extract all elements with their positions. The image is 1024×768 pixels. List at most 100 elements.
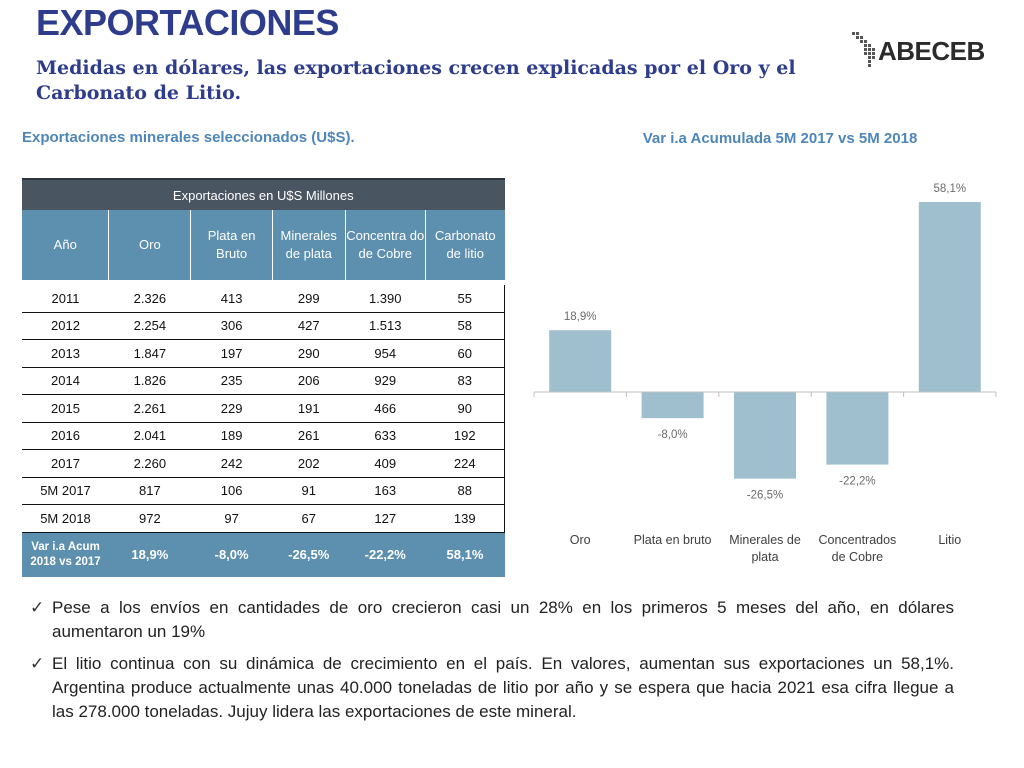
year-cell: 2013 xyxy=(22,339,109,368)
value-cell: 299 xyxy=(272,285,346,313)
variation-value: -8,0% xyxy=(190,532,273,577)
bullet-text: El litio continua con su dinámica de cre… xyxy=(52,654,954,721)
bar xyxy=(826,392,889,465)
value-cell: 58 xyxy=(425,312,506,340)
value-cell: 817 xyxy=(108,477,191,505)
value-cell: 1.390 xyxy=(345,285,426,313)
column-header-year: Año xyxy=(22,210,109,280)
column-header-copper: Concentra do de Cobre xyxy=(344,210,426,280)
column-header-lithium: Carbonato de litio xyxy=(424,210,505,280)
value-cell: 427 xyxy=(272,312,346,340)
value-cell: 306 xyxy=(190,312,273,340)
value-cell: 189 xyxy=(190,422,273,450)
data-label: 58,1% xyxy=(933,183,966,195)
value-cell: 91 xyxy=(272,477,346,505)
data-label: -8,0% xyxy=(658,429,688,441)
page-subtitle: Medidas en dólares, las exportaciones cr… xyxy=(36,57,796,104)
column-header-gold: Oro xyxy=(108,210,191,280)
latin-america-map-icon xyxy=(852,32,875,67)
category-label: Plata en bruto xyxy=(634,533,712,547)
value-cell: 409 xyxy=(345,449,426,478)
table-row: 5M 2018 972 97 67 127 139 xyxy=(22,504,506,533)
value-cell: 197 xyxy=(190,339,273,368)
value-cell: 242 xyxy=(190,449,273,478)
year-cell: 2012 xyxy=(22,312,109,340)
abeceb-logo: ABECEB xyxy=(850,30,990,72)
value-cell: 67 xyxy=(272,504,346,533)
value-cell: 2.326 xyxy=(108,285,191,313)
table-row: 2012 2.254 306 427 1.513 58 xyxy=(22,312,506,340)
variation-value: -22,2% xyxy=(345,532,426,577)
column-header-silver-minerals: Minerales de plata xyxy=(271,210,346,280)
category-label: Litio xyxy=(938,533,961,547)
value-cell: 633 xyxy=(345,422,426,450)
value-cell: 163 xyxy=(345,477,426,505)
value-cell: 127 xyxy=(345,504,426,533)
value-cell: 224 xyxy=(425,449,506,478)
variation-bar-chart: 18,9% -8,0% -26,5% -22,2% 58,1% Oro Plata en b… xyxy=(533,183,997,564)
table-section-title: Exportaciones minerales seleccionados (U… xyxy=(22,129,355,146)
table-row: 2013 1.847 197 290 954 60 xyxy=(22,339,506,368)
table-row: 5M 2017 817 106 91 163 88 xyxy=(22,477,506,505)
column-header-silver: Plata en Bruto xyxy=(190,210,273,280)
table-row: 2015 2.261 229 191 466 90 xyxy=(22,394,506,423)
chart-title: Var i.a Acumulada 5M 2017 vs 5M 2018 xyxy=(642,130,918,147)
value-cell: 466 xyxy=(345,394,426,423)
year-cell: 2016 xyxy=(22,422,109,450)
value-cell: 1.826 xyxy=(108,367,191,395)
value-cell: 97 xyxy=(190,504,273,533)
bar xyxy=(641,392,704,419)
value-cell: 261 xyxy=(272,422,346,450)
value-cell: 2.041 xyxy=(108,422,191,450)
table-row: 2016 2.041 189 261 633 192 xyxy=(22,422,506,450)
value-cell: 1.847 xyxy=(108,339,191,368)
value-cell: 55 xyxy=(425,285,506,313)
variation-value: 58,1% xyxy=(425,532,505,577)
value-cell: 206 xyxy=(272,367,346,395)
year-cell: 2011 xyxy=(22,285,109,313)
category-label: Minerales de plata xyxy=(729,533,801,564)
variation-label: Var i.a Acum 2018 vs 2017 xyxy=(22,532,109,577)
bullet-list: ✓ Pese a los envíos en cantidades de oro… xyxy=(30,596,954,732)
value-cell: 90 xyxy=(425,394,506,423)
value-cell: 929 xyxy=(345,367,426,395)
value-cell: 413 xyxy=(190,285,273,313)
bar xyxy=(734,392,796,479)
value-cell: 954 xyxy=(345,339,426,368)
year-cell: 2015 xyxy=(22,394,109,423)
year-cell: 5M 2018 xyxy=(22,504,109,533)
value-cell: 139 xyxy=(425,504,506,533)
value-cell: 235 xyxy=(190,367,273,395)
table-row: 2011 2.326 413 299 1.390 55 xyxy=(22,285,506,313)
category-label: Oro xyxy=(570,533,591,547)
table-row: 2017 2.260 242 202 409 224 xyxy=(22,449,506,478)
year-cell: 2014 xyxy=(22,367,109,395)
bullet-item: ✓ El litio continua con su dinámica de c… xyxy=(30,652,954,724)
value-cell: 192 xyxy=(425,422,506,450)
year-cell: 2017 xyxy=(22,449,109,478)
value-cell: 202 xyxy=(272,449,346,478)
bar xyxy=(549,330,612,392)
table-body: 2011 2.326 413 299 1.390 55 2012 2.254 306 427 1.5… xyxy=(22,280,506,533)
value-cell: 106 xyxy=(190,477,273,505)
logo-text: ABECEB xyxy=(878,36,985,66)
value-cell: 2.254 xyxy=(108,312,191,340)
variation-value: -26,5% xyxy=(272,532,346,577)
value-cell: 2.261 xyxy=(108,394,191,423)
category-label: Concentrados de Cobre xyxy=(818,533,896,564)
variation-row: Var i.a Acum 2018 vs 2017 18,9% -8,0% -2… xyxy=(22,532,505,577)
page-title: EXPORTACIONES xyxy=(36,2,339,43)
value-cell: 972 xyxy=(108,504,191,533)
value-cell: 83 xyxy=(425,367,506,395)
table-row: 2014 1.826 235 206 929 83 xyxy=(22,367,506,395)
table-caption: Exportaciones en U$S Millones xyxy=(22,178,505,210)
value-cell: 229 xyxy=(190,394,273,423)
variation-value: 18,9% xyxy=(108,532,191,577)
bar xyxy=(918,202,981,392)
value-cell: 290 xyxy=(272,339,346,368)
value-cell: 2.260 xyxy=(108,449,191,478)
data-label: -26,5% xyxy=(747,490,783,502)
value-cell: 88 xyxy=(425,477,506,505)
bullet-text: Pese a los envíos en cantidades de oro c… xyxy=(52,598,954,641)
value-cell: 191 xyxy=(272,394,346,423)
